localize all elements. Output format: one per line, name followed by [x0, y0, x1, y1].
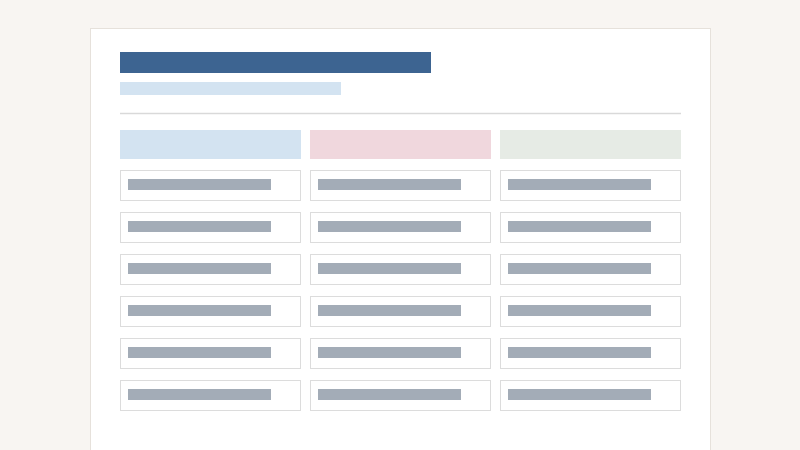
- cell-text-placeholder: [128, 347, 271, 358]
- title-placeholder: [120, 52, 431, 73]
- cell-text-placeholder: [128, 221, 271, 232]
- cell-text-placeholder: [318, 305, 461, 316]
- subtitle-placeholder: [120, 82, 341, 95]
- cell-text-placeholder: [508, 263, 651, 274]
- cell-text-placeholder: [508, 389, 651, 400]
- column-header: [310, 130, 491, 159]
- cell-text-placeholder: [318, 389, 461, 400]
- cell-text-placeholder: [128, 179, 271, 190]
- cell-text-placeholder: [508, 179, 651, 190]
- cell-text-placeholder: [128, 263, 271, 274]
- cell-text-placeholder: [508, 305, 651, 316]
- cell-text-placeholder: [318, 263, 461, 274]
- column-header: [120, 130, 301, 159]
- cell-text-placeholder: [318, 179, 461, 190]
- cell-text-placeholder: [128, 389, 271, 400]
- cell-text-placeholder: [318, 221, 461, 232]
- column-header: [500, 130, 681, 159]
- cell-text-placeholder: [508, 347, 651, 358]
- cell-text-placeholder: [128, 305, 271, 316]
- cell-text-placeholder: [508, 221, 651, 232]
- cell-text-placeholder: [318, 347, 461, 358]
